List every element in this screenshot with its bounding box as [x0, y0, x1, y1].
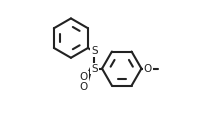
Text: O: O [79, 82, 88, 92]
Text: O: O [79, 72, 88, 82]
Text: O: O [144, 64, 152, 74]
Text: S: S [91, 64, 98, 74]
Text: S: S [91, 46, 98, 56]
